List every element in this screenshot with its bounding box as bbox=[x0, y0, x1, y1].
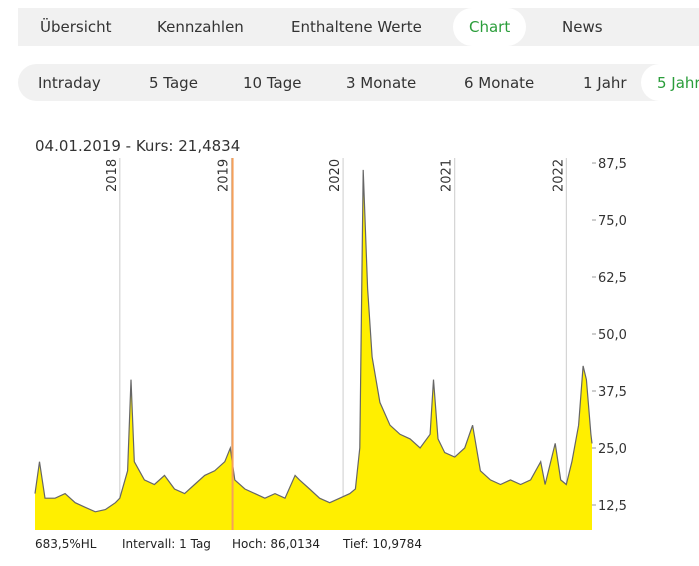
x-tick-label: 2019 bbox=[216, 159, 231, 192]
tab[interactable]: Enthaltene Werte bbox=[291, 18, 422, 36]
tab-bar: Übersicht Kennzahlen Enthaltene Werte Chart… bbox=[18, 8, 699, 46]
y-tick-label: 62,5 bbox=[598, 271, 627, 286]
range-tab[interactable]: 3 Monate bbox=[346, 73, 417, 92]
x-tick-label: 2021 bbox=[440, 159, 455, 192]
range-tab[interactable]: 1 Jahr bbox=[583, 73, 627, 92]
tab[interactable]: Kennzahlen bbox=[157, 18, 244, 36]
footer-stat: Tief: 10,9784 bbox=[343, 537, 422, 551]
range-tab[interactable]: 5 Jahre bbox=[641, 64, 699, 101]
chart: 04.01.2019 - Kurs: 21,4834 2018 2019 2020 2… bbox=[34, 137, 627, 530]
footer-stat: Hoch: 86,0134 bbox=[232, 537, 321, 551]
y-tick-label: 12,5 bbox=[598, 499, 627, 514]
tab[interactable]: Übersicht bbox=[40, 18, 112, 36]
y-tick-label: 87,5 bbox=[598, 157, 627, 172]
range-tab[interactable]: 5 Tage bbox=[149, 73, 198, 92]
area bbox=[35, 169, 592, 530]
x-tick-label: 2022 bbox=[551, 159, 566, 192]
tab[interactable]: Chart bbox=[453, 8, 527, 46]
range-tab[interactable]: Intraday bbox=[38, 73, 101, 92]
footer-stat: Intervall: 1 Tag bbox=[122, 537, 211, 551]
range-tab[interactable]: 10 Tage bbox=[243, 73, 302, 92]
range-tab[interactable]: 6 Monate bbox=[464, 73, 535, 92]
y-tick-label: 50,0 bbox=[598, 328, 627, 343]
y-tick-label: 75,0 bbox=[598, 214, 627, 229]
x-tick-label: 2018 bbox=[105, 159, 120, 192]
y-tick-label: 25,0 bbox=[598, 442, 627, 457]
line bbox=[34, 169, 593, 513]
footer-stat: 683,5%HL bbox=[35, 537, 97, 551]
selection-label: 04.01.2019 - Kurs: 21,4834 bbox=[35, 137, 240, 155]
tab[interactable]: News bbox=[562, 18, 603, 36]
x-tick-label: 2020 bbox=[328, 159, 343, 192]
range-bar: Intraday 5 Tage 10 Tage 3 Monate 6 Monate 1 J… bbox=[18, 64, 699, 101]
y-tick-label: 37,5 bbox=[598, 385, 627, 400]
